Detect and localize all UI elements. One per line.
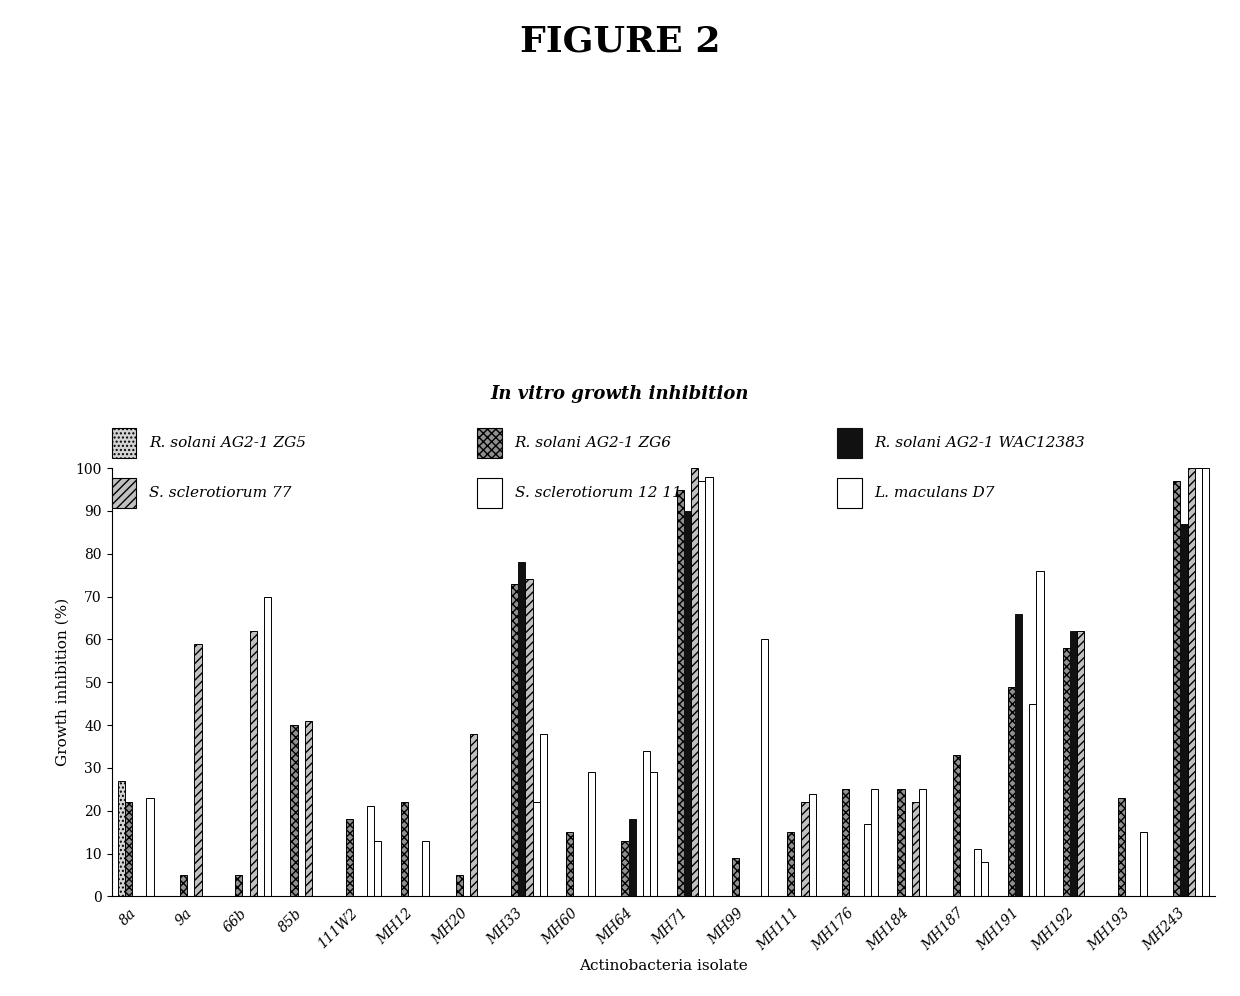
Bar <box>1070 630 1078 896</box>
Bar <box>919 789 926 896</box>
Bar <box>842 789 849 896</box>
Bar <box>760 639 768 896</box>
Bar <box>1173 481 1180 896</box>
Bar <box>118 781 125 896</box>
Bar <box>456 874 463 896</box>
Bar <box>644 751 650 896</box>
Bar <box>518 563 526 896</box>
Bar <box>588 772 595 896</box>
Bar <box>1029 703 1037 896</box>
Bar <box>621 841 629 896</box>
Bar <box>1202 468 1209 896</box>
Bar <box>264 597 272 896</box>
Bar <box>911 802 919 896</box>
Bar <box>346 820 352 896</box>
Bar <box>470 734 477 896</box>
Bar <box>1008 686 1014 896</box>
Bar <box>808 794 816 896</box>
Bar <box>423 841 429 896</box>
Bar <box>1078 630 1085 896</box>
Bar <box>691 468 698 896</box>
Bar <box>526 580 533 896</box>
Bar <box>1188 468 1195 896</box>
X-axis label: Actinobacteria isolate: Actinobacteria isolate <box>579 959 748 973</box>
Bar <box>732 858 739 896</box>
Text: R. solani AG2-1 ZG5: R. solani AG2-1 ZG5 <box>149 436 306 450</box>
Text: L. maculans D7: L. maculans D7 <box>874 486 994 500</box>
Bar <box>511 584 518 896</box>
Bar <box>146 798 154 896</box>
Bar <box>952 755 960 896</box>
Bar <box>1014 614 1022 896</box>
Bar <box>180 874 187 896</box>
Bar <box>706 477 713 896</box>
Bar <box>975 850 981 896</box>
Text: In vitro growth inhibition: In vitro growth inhibition <box>491 385 749 403</box>
Y-axis label: Growth inhibition (%): Growth inhibition (%) <box>56 599 69 766</box>
Bar <box>195 643 202 896</box>
Text: R. solani AG2-1 ZG6: R. solani AG2-1 ZG6 <box>515 436 672 450</box>
Bar <box>367 807 374 896</box>
Bar <box>1195 468 1202 896</box>
Bar <box>629 820 636 896</box>
Bar <box>539 734 547 896</box>
Bar <box>374 841 382 896</box>
Text: FIGURE 2: FIGURE 2 <box>520 25 720 59</box>
Bar <box>1118 798 1125 896</box>
Bar <box>125 802 131 896</box>
Bar <box>801 802 808 896</box>
Bar <box>401 802 408 896</box>
Text: S. sclerotiorum 12 11: S. sclerotiorum 12 11 <box>515 486 682 500</box>
Bar <box>1037 571 1044 896</box>
Bar <box>1180 524 1188 896</box>
Bar <box>290 725 298 896</box>
Bar <box>1063 648 1070 896</box>
Text: S. sclerotiorum 77: S. sclerotiorum 77 <box>149 486 291 500</box>
Bar <box>870 789 878 896</box>
Bar <box>1140 832 1147 896</box>
Text: R. solani AG2-1 WAC12383: R. solani AG2-1 WAC12383 <box>874 436 1085 450</box>
Bar <box>236 874 242 896</box>
Bar <box>683 511 691 896</box>
Bar <box>249 630 257 896</box>
Bar <box>898 789 904 896</box>
Bar <box>787 832 794 896</box>
Bar <box>677 489 683 896</box>
Bar <box>981 863 988 896</box>
Bar <box>650 772 657 896</box>
Bar <box>864 824 870 896</box>
Bar <box>305 721 312 896</box>
Bar <box>533 802 539 896</box>
Bar <box>698 481 706 896</box>
Bar <box>567 832 573 896</box>
